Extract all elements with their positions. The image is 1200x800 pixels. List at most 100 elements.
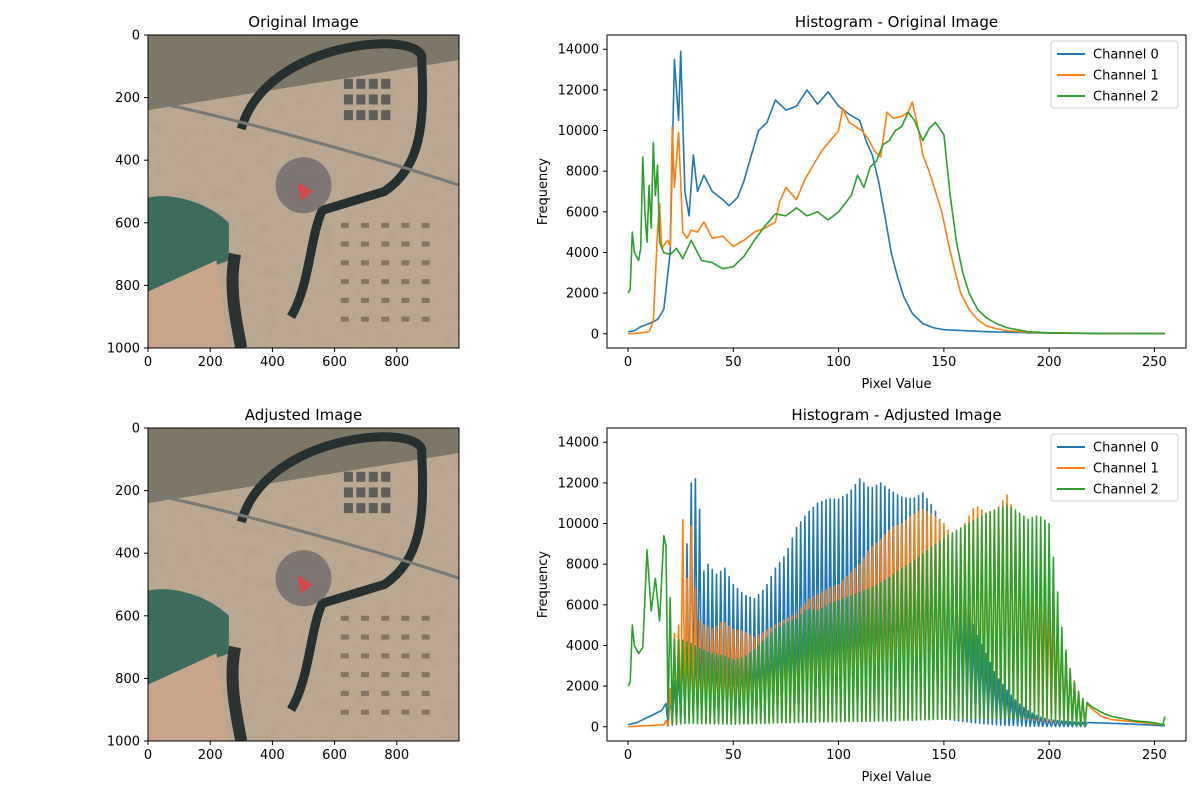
y-tick-label: 8000 [566, 165, 599, 180]
building-block [381, 94, 391, 105]
central-complex [275, 157, 332, 214]
x-axis-label: Pixel Value [862, 377, 932, 392]
y-tick-label: 2000 [566, 680, 599, 695]
y-tick-label: 400 [115, 547, 140, 562]
x-tick-label: 100 [826, 748, 851, 763]
y-tick-label: 0 [591, 327, 599, 342]
building-block [343, 94, 353, 105]
urban-block [361, 672, 370, 678]
x-tick-label: 250 [1142, 748, 1167, 763]
urban-block [381, 653, 390, 659]
series-line-channel-1 [628, 101, 1165, 335]
y-tick-label: 0 [132, 29, 140, 44]
urban-block [361, 222, 370, 228]
urban-block [340, 653, 349, 659]
y-tick-label: 4000 [566, 246, 599, 261]
urban-block [401, 316, 410, 322]
building-block [343, 78, 353, 89]
legend-entry: Channel 0 [1093, 441, 1159, 456]
urban-block [340, 690, 349, 696]
sand-region [148, 260, 229, 348]
x-tick-label: 800 [384, 355, 409, 370]
x-tick-label: 0 [144, 748, 152, 763]
urban-block [421, 634, 430, 640]
urban-block [361, 615, 370, 621]
building-block [368, 110, 378, 121]
urban-block [381, 615, 390, 621]
building-block [356, 471, 366, 482]
urban-block [361, 634, 370, 640]
building-block [368, 503, 378, 514]
building-block [356, 78, 366, 89]
urban-block [401, 279, 410, 285]
legend-entry: Channel 1 [1093, 69, 1159, 84]
sand-region [148, 653, 229, 741]
urban-block [381, 279, 390, 285]
legend: Channel 0 Channel 1 Channel 2 [1050, 40, 1179, 109]
image-panel: Adjusted Image 0 200 400 600 800 0 200 400 600 800… [107, 406, 460, 763]
urban-block [361, 241, 370, 247]
urban-block [340, 279, 349, 285]
urban-block [381, 690, 390, 696]
y-tick-label: 6000 [566, 598, 599, 613]
red-roof [297, 182, 313, 201]
x-tick-label: 200 [198, 355, 223, 370]
image-frame [147, 427, 460, 742]
x-axis-label: Pixel Value [862, 770, 932, 785]
dark-region [148, 35, 459, 111]
urban-block [421, 653, 430, 659]
urban-block [340, 316, 349, 322]
building-block [368, 487, 378, 498]
x-tick-label: 150 [931, 355, 956, 370]
x-tick-label: 400 [260, 355, 285, 370]
series-line-channel-2 [627, 504, 1166, 727]
urban-block [381, 222, 390, 228]
building-block [368, 94, 378, 105]
urban-block [340, 672, 349, 678]
y-tick-label: 800 [115, 672, 140, 687]
y-tick-label: 600 [115, 609, 140, 624]
building-block [381, 503, 391, 514]
highway [148, 99, 459, 187]
legend-box [1050, 40, 1179, 109]
y-tick-label: 1000 [107, 735, 140, 750]
building-block [343, 503, 353, 514]
x-tick-label: 0 [624, 748, 632, 763]
urban-block [340, 260, 349, 266]
urban-block [401, 297, 410, 303]
y-tick-label: 200 [115, 484, 140, 499]
y-tick-label: 14000 [558, 43, 599, 58]
y-tick-label: 2000 [566, 287, 599, 302]
urban-block [340, 241, 349, 247]
image-frame [147, 34, 460, 349]
water-body [148, 589, 229, 704]
urban-block [421, 297, 430, 303]
urban-block [361, 709, 370, 715]
y-tick-label: 0 [591, 720, 599, 735]
x-tick-label: 50 [725, 355, 742, 370]
central-complex [275, 550, 332, 607]
y-axis-label: Frequency [536, 551, 551, 618]
axes-frame [606, 427, 1187, 742]
canal [236, 39, 428, 320]
urban-block [401, 615, 410, 621]
building-block [368, 471, 378, 482]
series-line-channel-2 [627, 111, 1165, 335]
dark-region [148, 428, 459, 504]
y-tick-label: 6000 [566, 205, 599, 220]
x-tick-label: 200 [1037, 355, 1062, 370]
urban-block [421, 260, 430, 266]
y-tick-label: 14000 [558, 436, 599, 451]
panel-title: Histogram - Original Image [795, 13, 998, 31]
x-tick-label: 200 [1037, 748, 1062, 763]
x-tick-label: 50 [725, 748, 742, 763]
histogram-panel: 0 50 100 150 200 250 0 2000 4000 6000 8000 10000 120… [536, 406, 1187, 785]
building-block [356, 487, 366, 498]
y-tick-label: 0 [132, 422, 140, 437]
x-tick-label: 400 [260, 748, 285, 763]
building-block [356, 503, 366, 514]
y-tick-label: 400 [115, 154, 140, 169]
x-tick-label: 600 [322, 748, 347, 763]
red-roof [297, 575, 313, 594]
x-tick-label: 0 [624, 355, 632, 370]
